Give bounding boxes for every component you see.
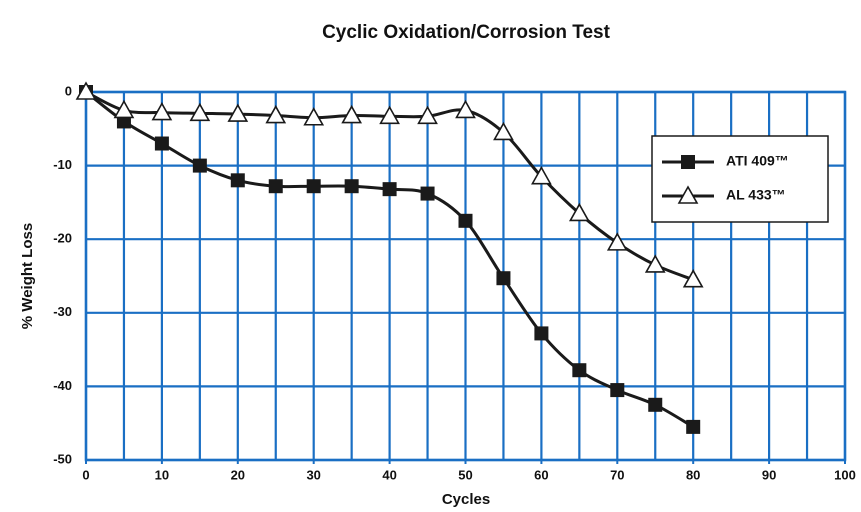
plot-frame xyxy=(84,90,847,462)
marker-square xyxy=(154,136,169,151)
marker-square xyxy=(458,213,473,228)
marker-triangle xyxy=(75,81,97,100)
marker-triangle xyxy=(606,232,628,251)
marker-square xyxy=(306,179,321,194)
y-axis-label: % Weight Loss xyxy=(19,223,36,329)
marker-triangle xyxy=(303,107,325,126)
marker-square xyxy=(382,182,397,197)
x-axis-label: Cycles xyxy=(442,491,490,508)
marker-square xyxy=(686,419,701,434)
marker-square xyxy=(681,155,695,169)
x-tick-label: 0 xyxy=(82,467,89,482)
legend: ATI 409™ AL 433™ xyxy=(651,135,829,223)
chart-title: Cyclic Oxidation/Corrosion Test xyxy=(322,22,611,43)
legend-box xyxy=(651,135,829,223)
marker-triangle xyxy=(455,99,476,119)
y-tick-label: -40 xyxy=(53,378,72,393)
marker-triangle xyxy=(493,121,514,141)
marker-square xyxy=(610,383,625,398)
marker-triangle xyxy=(379,105,400,125)
marker-triangle xyxy=(644,254,666,273)
marker-triangle xyxy=(151,101,173,121)
legend-label: ATI 409™ xyxy=(726,153,789,169)
marker-triangle xyxy=(265,104,287,124)
legend-label: AL 433™ xyxy=(726,187,786,203)
x-tick-label: 30 xyxy=(306,467,320,482)
marker-square xyxy=(192,158,207,173)
marker-triangle xyxy=(682,269,704,288)
marker-square xyxy=(230,173,245,188)
x-tick-label: 40 xyxy=(382,467,396,482)
marker-square xyxy=(420,186,435,201)
y-tick-label: -20 xyxy=(53,231,72,246)
y-tick-label: -50 xyxy=(53,451,72,466)
x-tick-label: 80 xyxy=(686,467,700,482)
x-tick-label: 70 xyxy=(610,467,624,482)
y-tick-label: -10 xyxy=(53,157,72,172)
marker-square xyxy=(534,326,549,341)
marker-triangle xyxy=(531,166,552,185)
marker-triangle xyxy=(417,105,438,125)
marker-triangle xyxy=(189,102,211,122)
marker-square xyxy=(572,363,587,378)
marker-square xyxy=(496,271,511,286)
marker-triangle xyxy=(568,202,590,222)
marker-triangle xyxy=(113,99,135,119)
x-tick-label: 20 xyxy=(231,467,245,482)
x-tick-label: 100 xyxy=(834,467,856,482)
marker-square xyxy=(344,179,359,194)
marker-triangle xyxy=(341,104,363,124)
marker-square xyxy=(648,397,663,412)
marker-triangle xyxy=(227,103,249,122)
x-tick-label: 50 xyxy=(458,467,472,482)
x-tick-label: 10 xyxy=(155,467,169,482)
y-tick-label: -30 xyxy=(53,304,72,319)
marker-square xyxy=(268,179,283,194)
y-tick-label: 0 xyxy=(65,83,72,98)
x-tick-label: 90 xyxy=(762,467,776,482)
marker-triangle xyxy=(677,185,699,204)
x-tick-label: 60 xyxy=(534,467,548,482)
